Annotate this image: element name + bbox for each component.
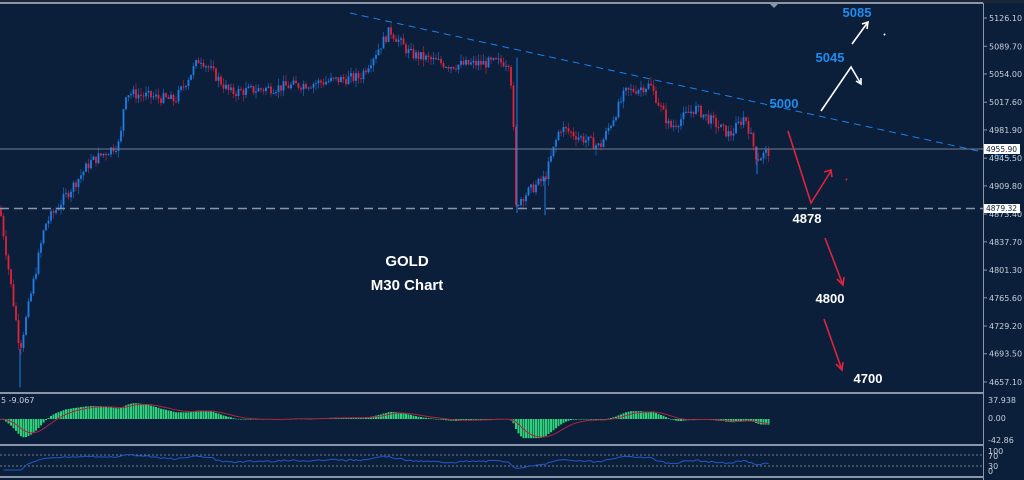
rsi-axis: 100 70 30 0 bbox=[988, 447, 1003, 476]
down-arrow-4700 bbox=[823, 318, 843, 371]
rsi-line bbox=[3, 453, 769, 471]
bullish-scenario-arrows bbox=[820, 20, 886, 112]
top-frame-line bbox=[0, 2, 983, 4]
down-then-up-arrow bbox=[787, 130, 832, 205]
pane-separator bbox=[0, 444, 983, 446]
price-tick-label: 4801.30 bbox=[989, 266, 1022, 275]
level-label-4800: 4800 bbox=[816, 291, 845, 306]
price-tick-label: 5089.70 bbox=[989, 42, 1022, 51]
level-label-5085: 5085 bbox=[843, 5, 872, 20]
macd-tick: 0.00 bbox=[988, 414, 1006, 423]
price-tick-label: 4837.70 bbox=[989, 238, 1022, 247]
arrowhead-down-icon bbox=[836, 276, 845, 287]
rsi-tick: 0 bbox=[988, 467, 993, 476]
chart-title-symbol: GOLD bbox=[385, 253, 428, 270]
macd-tick: -42.86 bbox=[988, 436, 1014, 445]
rsi-tick: 100 bbox=[988, 447, 1003, 456]
price-tick-label: 4765.60 bbox=[989, 294, 1022, 303]
rsi-tick: 30 bbox=[988, 462, 998, 471]
top-border bbox=[0, 0, 1024, 3]
up-then-down-arrow bbox=[820, 65, 862, 112]
price-tick-label: 4945.50 bbox=[989, 154, 1022, 163]
price-tick-label: 4873.40 bbox=[989, 210, 1022, 219]
level-label-4878: 4878 bbox=[793, 211, 822, 226]
macd-value-label: 5 -9.067 bbox=[1, 396, 34, 405]
price-tick-label: 4909.80 bbox=[989, 182, 1022, 191]
rsi-tick: 70 bbox=[988, 452, 998, 461]
white-dot bbox=[883, 33, 886, 36]
price-tick-label: 4657.10 bbox=[989, 378, 1022, 387]
pane-separator bbox=[0, 392, 983, 394]
up-arrow-5085 bbox=[851, 21, 869, 45]
current-price-tag: 4955.90 bbox=[984, 144, 1020, 154]
price-tick-label: 5054.00 bbox=[989, 70, 1022, 79]
price-tick-label: 5126.10 bbox=[989, 14, 1022, 23]
level-label-5000: 5000 bbox=[770, 96, 799, 111]
price-tick-label: 4693.50 bbox=[989, 350, 1022, 359]
arrowhead-up-icon bbox=[823, 168, 833, 178]
red-dot bbox=[845, 178, 848, 181]
current-price-value: 4955.90 bbox=[986, 145, 1017, 154]
level-label-5045: 5045 bbox=[816, 50, 845, 65]
level-label-4700: 4700 bbox=[854, 371, 883, 386]
shift-marker-icon[interactable] bbox=[770, 4, 778, 8]
arrowhead-up-icon bbox=[861, 20, 869, 30]
price-axis[interactable]: 5126.10 5089.70 5054.00 5017.60 4981.90 4945.… bbox=[983, 14, 1022, 387]
arrowhead-down-icon bbox=[835, 361, 844, 372]
support-price-tag: 4879.32 bbox=[984, 204, 1020, 213]
price-tick-label: 4729.20 bbox=[989, 322, 1022, 331]
macd-signal-line bbox=[0, 403, 769, 438]
price-tick-label: 5017.60 bbox=[989, 98, 1022, 107]
bearish-scenario-arrows bbox=[787, 130, 848, 372]
pane-separator bbox=[0, 476, 983, 478]
support-price-value: 4879.32 bbox=[986, 204, 1017, 213]
resistance-trendline bbox=[349, 12, 1011, 159]
arrowhead-down-icon bbox=[855, 78, 862, 86]
down-arrow-4800 bbox=[824, 237, 844, 286]
macd-axis: 37.938 0.00 -42.86 bbox=[988, 396, 1016, 445]
macd-pane[interactable] bbox=[0, 403, 770, 439]
price-tick-label: 4981.90 bbox=[989, 126, 1022, 135]
macd-tick: 37.938 bbox=[988, 396, 1016, 405]
chart-title-timeframe: M30 Chart bbox=[371, 277, 444, 294]
